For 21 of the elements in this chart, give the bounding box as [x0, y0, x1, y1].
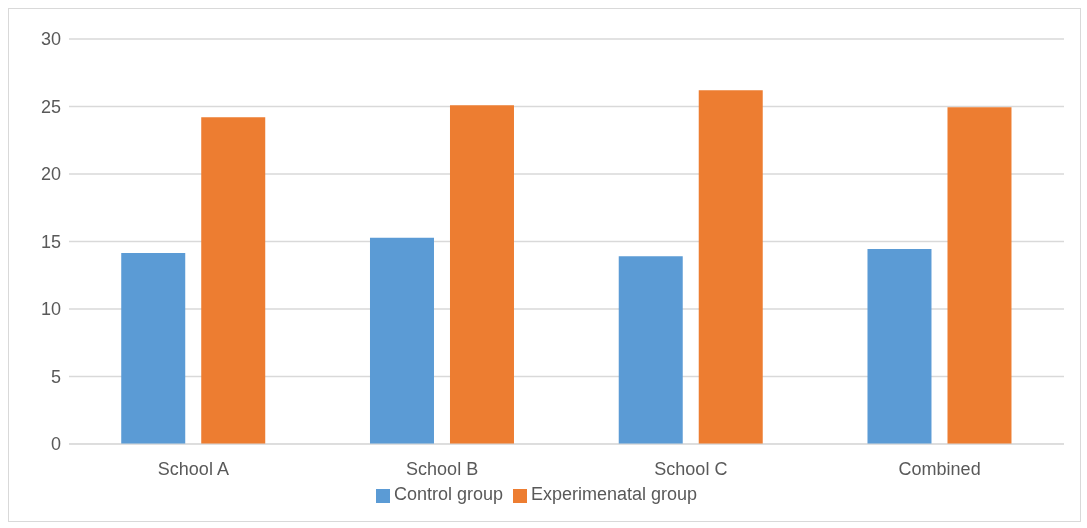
bar — [201, 117, 266, 444]
y-tick-label: 15 — [40, 231, 61, 252]
y-tick-label: 25 — [40, 96, 61, 117]
bar — [947, 107, 1012, 444]
x-tick-label: School A — [157, 458, 229, 479]
bar — [698, 90, 763, 444]
x-tick-label: Combined — [898, 458, 981, 479]
legend-label: Experimenatal group — [530, 484, 698, 504]
bar — [867, 248, 932, 444]
bar — [618, 256, 683, 444]
y-tick-label: 0 — [50, 434, 61, 455]
legend-label: Control group — [393, 484, 503, 504]
x-tick-label: School C — [654, 458, 728, 479]
bar — [369, 237, 434, 444]
bar — [449, 105, 514, 444]
y-tick-label: 5 — [50, 366, 61, 387]
y-tick-label: 20 — [40, 164, 61, 185]
y-tick-label: 10 — [40, 299, 61, 320]
y-tick-label: 30 — [40, 29, 61, 50]
x-tick-label: School B — [406, 458, 479, 479]
bar — [121, 252, 186, 444]
